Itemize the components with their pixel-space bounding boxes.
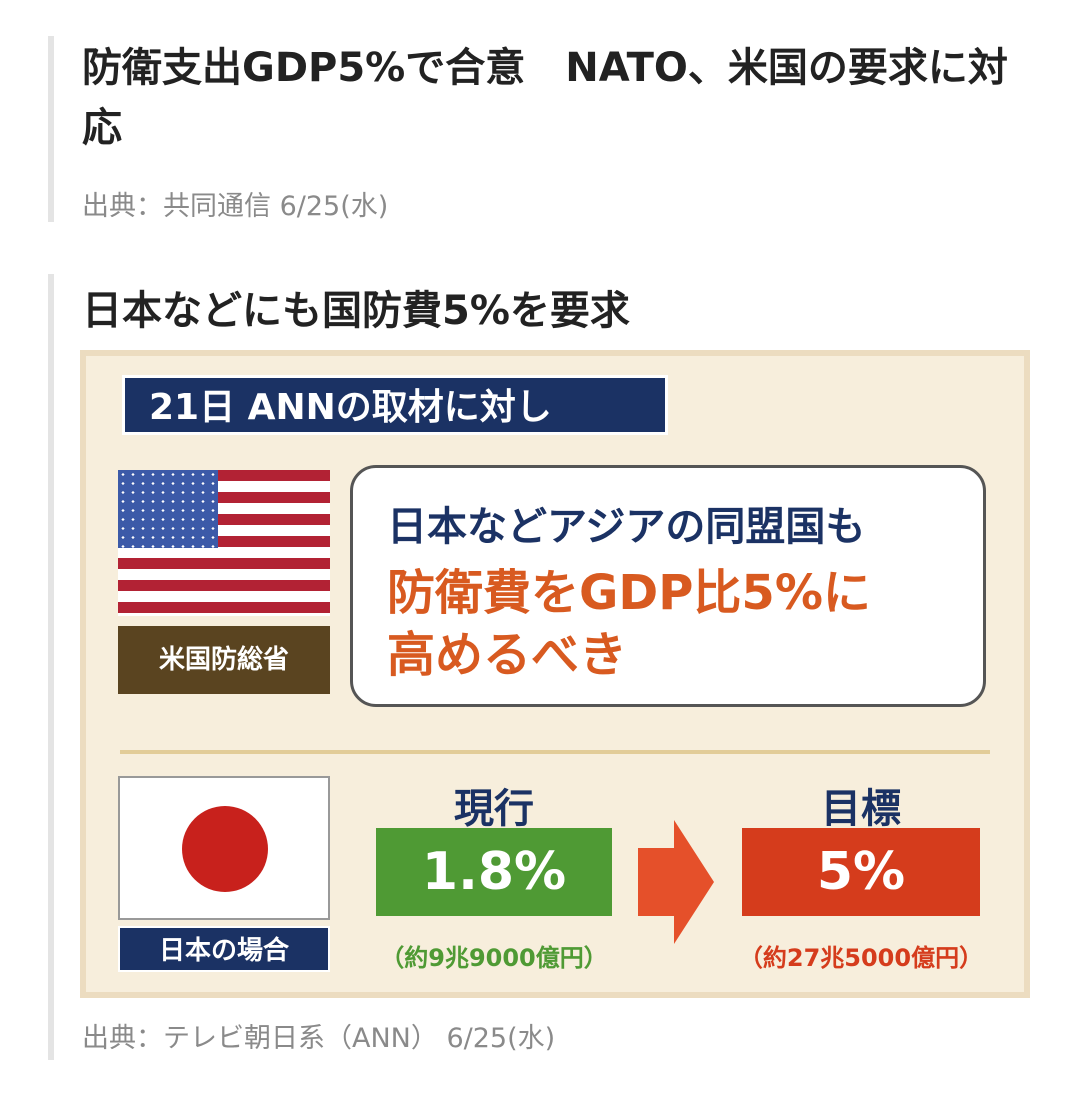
current-amount: （約9兆9000億円） [380, 944, 608, 972]
article-accent-bar [48, 274, 54, 1060]
quote-line: 高めるべき [387, 627, 628, 683]
arrow-right-icon [638, 820, 714, 944]
us-label: 米国防総省 [118, 626, 330, 694]
speech-bubble: 日本などアジアの同盟国も 防衛費をGDP比5%に 高めるべき [350, 465, 986, 707]
article-source: 出典：共同通信 6/25(水) [82, 191, 389, 222]
us-flag-icon [118, 470, 330, 616]
article-accent-bar [48, 36, 54, 222]
image-banner: 21日 ANNの取材に対し [122, 375, 668, 435]
article-title[interactable]: 防衛支出GDP5%で合意 NATO、米国の要求に対応 [82, 45, 1008, 151]
target-amount: （約27兆5000億円） [738, 944, 984, 972]
target-heading: 目標 [821, 786, 901, 832]
current-value: 1.8% [376, 828, 612, 916]
article-source: 出典：テレビ朝日系（ANN） 6/25(水) [82, 1023, 556, 1054]
quote-line: 日本などアジアの同盟国も [387, 504, 866, 550]
target-value: 5% [742, 828, 980, 916]
article-image[interactable]: 21日 ANNの取材に対し 米国防総省 日本などアジアの同盟国も 防衛費をGDP… [80, 350, 1030, 998]
article-title[interactable]: 日本などにも国防費5%を要求 [82, 288, 630, 334]
current-heading: 現行 [454, 786, 534, 832]
japan-flag-icon [118, 776, 330, 920]
jp-label: 日本の場合 [118, 926, 330, 972]
quote-line: 防衛費をGDP比5%に [387, 565, 871, 621]
divider [120, 750, 990, 754]
